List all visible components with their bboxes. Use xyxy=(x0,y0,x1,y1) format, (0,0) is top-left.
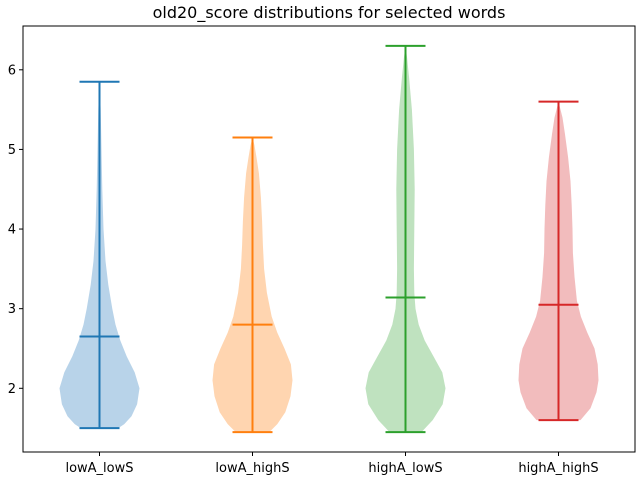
x-tick-label-lowA_lowS: lowA_lowS xyxy=(65,461,133,476)
y-tick-label: 5 xyxy=(8,143,16,158)
violin-highA_lowS xyxy=(365,44,446,434)
violins-layer xyxy=(59,44,599,434)
violin-lowA_highS xyxy=(212,136,293,434)
y-tick-label: 6 xyxy=(8,63,16,78)
x-tick-label-highA_highS: highA_highS xyxy=(518,461,598,476)
y-tick-label: 4 xyxy=(8,223,16,238)
plot-frame xyxy=(22,25,636,453)
x-tick-label-lowA_highS: lowA_highS xyxy=(215,461,289,476)
y-tick-label: 2 xyxy=(8,382,16,397)
y-axis: 2 3 4 5 6 xyxy=(8,63,23,397)
x-axis: lowA_lowS lowA_highS highA_lowS highA_highS xyxy=(65,452,599,476)
violin-highA_highS xyxy=(518,100,599,422)
violin-lowA_lowS xyxy=(59,80,140,430)
x-tick-label-highA_lowS: highA_lowS xyxy=(368,461,442,476)
chart-title: old20_score distributions for selected w… xyxy=(153,3,506,23)
y-tick-label: 3 xyxy=(8,302,16,317)
